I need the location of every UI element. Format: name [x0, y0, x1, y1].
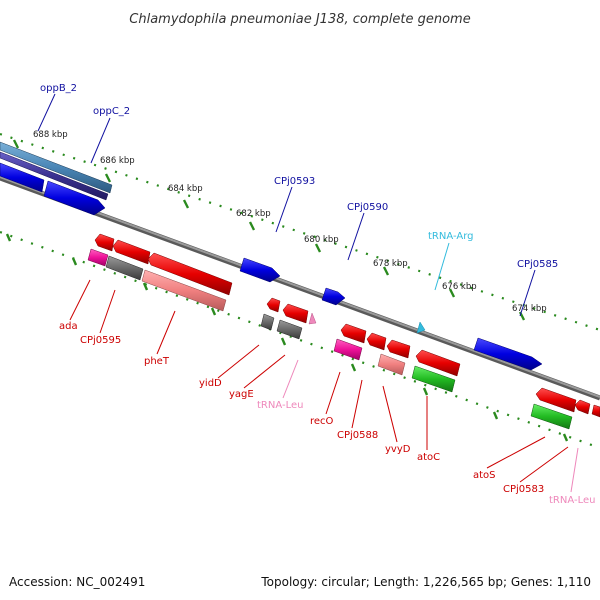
feature-yagE	[260, 313, 275, 331]
tick-label: 678 kbp	[373, 259, 408, 269]
genome-summary-text: Topology: circular; Length: 1,226,565 bp…	[260, 575, 591, 589]
feature-upper-red-2	[112, 239, 151, 265]
gene-label-yidD: yidD	[199, 378, 222, 389]
feature-CPj0588-upper	[366, 332, 387, 351]
tick-674: 674 kbp	[512, 304, 547, 321]
gene-label-atoS: atoS	[473, 470, 496, 481]
gene-label-pheT: pheT	[144, 356, 170, 367]
reverse-features	[87, 233, 600, 430]
feature-CPj0595	[105, 255, 144, 281]
tick-label: 682 kbp	[236, 209, 271, 219]
gene-label-recO: recO	[310, 416, 334, 427]
feature-oppB_2	[0, 141, 113, 194]
reverse-gene-labels: ada CPj0595 pheT yidD yagE tRNA-Leu recO…	[59, 321, 595, 506]
tick-label: 688 kbp	[33, 130, 68, 140]
feature-CPj0585	[473, 337, 543, 371]
tick-label: 674 kbp	[512, 304, 547, 314]
gene-label-CPj0590: CPj0590	[347, 202, 388, 213]
gene-label-tRNA-Leu: tRNA-Leu	[257, 400, 303, 411]
forward-connectors	[37, 93, 536, 317]
gene-label-CPj0585: CPj0585	[517, 259, 558, 270]
feature-yidD	[266, 297, 281, 313]
tick-label: 680 kbp	[304, 235, 339, 245]
tick-684: 684 kbp	[168, 184, 203, 209]
tick-686: 686 kbp	[100, 156, 135, 183]
feature-oppC_2-upper	[0, 151, 109, 201]
feature-yvyD-upper	[386, 339, 411, 359]
feature-upper-red-1	[94, 233, 115, 252]
gene-label-CPj0588: CPj0588	[337, 430, 378, 441]
feature-pheT	[141, 269, 227, 312]
feature-ada	[87, 248, 109, 267]
gene-label-yvyD: yvyD	[385, 444, 411, 455]
tick-label: 686 kbp	[100, 156, 135, 166]
feature-yvyD	[377, 353, 406, 376]
feature-tRNA-Arg	[416, 321, 426, 334]
feature-atoS-upper	[535, 387, 577, 413]
feature-red-mid-a	[282, 303, 309, 324]
forward-features	[0, 141, 543, 371]
feature-red-edge	[574, 399, 591, 415]
gene-label-CPj0583: CPj0583	[503, 484, 544, 495]
feature-atoC-upper	[415, 349, 461, 377]
tick-678: 678 kbp	[373, 259, 408, 276]
feature-CPj0593	[239, 257, 281, 283]
forward-guide-line	[0, 132, 600, 332]
gene-label-ada: ada	[59, 321, 78, 332]
gene-label-tRNA-Leu-2: tRNA-Leu	[549, 495, 595, 506]
feature-CPj0590	[321, 287, 346, 306]
scale-ticks: 688 kbp 686 kbp 684 kbp 682 kbp 680 kbp …	[5, 130, 569, 442]
feature-recO-upper	[340, 323, 367, 344]
forward-gene-labels: oppB_2 oppC_2 CPj0593 CPj0590 tRNA-Arg C…	[40, 83, 558, 270]
gene-label-CPj0595: CPj0595	[80, 335, 121, 346]
tick-680: 680 kbp	[304, 235, 339, 253]
gene-label-CPj0593: CPj0593	[274, 176, 315, 187]
feature-oppC_2-arrow	[43, 180, 106, 216]
feature-red-edge-2	[591, 404, 600, 418]
gene-label-oppC_2: oppC_2	[93, 106, 130, 117]
tick-688: 688 kbp	[12, 130, 68, 149]
gene-label-atoC: atoC	[417, 452, 440, 463]
tick-682: 682 kbp	[236, 209, 271, 231]
gene-label-tRNA-Arg: tRNA-Arg	[428, 231, 473, 242]
feature-atoC	[411, 365, 456, 393]
reverse-connectors	[69, 279, 579, 493]
feature-oppB_2-arrow	[0, 162, 45, 193]
accession-text: Accession: NC_002491	[9, 575, 145, 589]
map-title: Chlamydophila pneumoniae J138, complete …	[129, 12, 470, 27]
tick-label: 684 kbp	[168, 184, 203, 194]
tick-676: 676 kbp	[442, 282, 477, 298]
gene-label-oppB_2: oppB_2	[40, 83, 77, 94]
feature-atoS	[530, 403, 573, 430]
feature-tRNA-Leu-1	[308, 312, 317, 325]
feature-recO	[333, 338, 363, 361]
genome-backbone	[0, 175, 600, 401]
gene-label-yagE: yagE	[229, 389, 254, 400]
feature-upper-red-3	[147, 252, 233, 296]
tick-label: 676 kbp	[442, 282, 477, 292]
feature-gray-mid-b	[276, 319, 303, 340]
